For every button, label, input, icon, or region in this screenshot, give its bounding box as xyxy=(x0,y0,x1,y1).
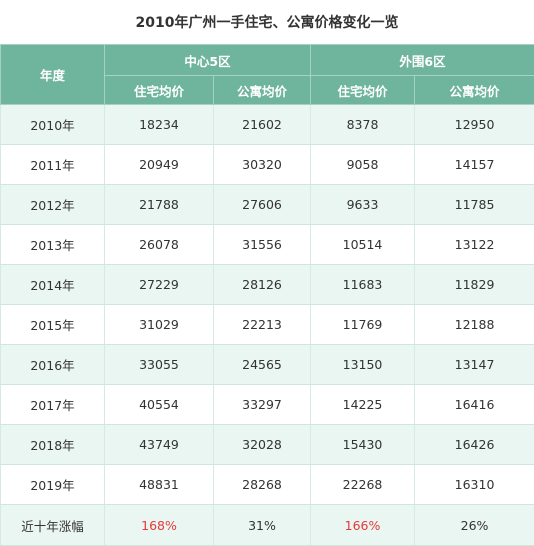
row-year: 2017年 xyxy=(1,385,105,425)
cell-value: 21788 xyxy=(105,185,214,225)
header-center-residential: 住宅均价 xyxy=(105,76,214,105)
cell-value: 14225 xyxy=(311,385,415,425)
row-year: 2016年 xyxy=(1,345,105,385)
cell-value: 15430 xyxy=(311,425,415,465)
cell-value: 9058 xyxy=(311,145,415,185)
row-year: 2010年 xyxy=(1,105,105,145)
cell-value: 43749 xyxy=(105,425,214,465)
table-row: 2017年 40554 33297 14225 16416 xyxy=(1,385,534,425)
cell-value: 8378 xyxy=(311,105,415,145)
header-outer-apartment: 公寓均价 xyxy=(415,76,534,105)
table-row: 2010年 18234 21602 8378 12950 xyxy=(1,105,534,145)
cell-value: 21602 xyxy=(214,105,311,145)
growth-value: 31% xyxy=(214,505,311,546)
cell-value: 32028 xyxy=(214,425,311,465)
header-outer-residential: 住宅均价 xyxy=(311,76,415,105)
growth-value-highlight: 168% xyxy=(105,505,214,546)
cell-value: 31556 xyxy=(214,225,311,265)
cell-value: 11785 xyxy=(415,185,534,225)
cell-value: 28268 xyxy=(214,465,311,505)
cell-value: 9633 xyxy=(311,185,415,225)
table-row: 2013年 26078 31556 10514 13122 xyxy=(1,225,534,265)
table-row: 2015年 31029 22213 11769 12188 xyxy=(1,305,534,345)
cell-value: 12188 xyxy=(415,305,534,345)
row-year: 2015年 xyxy=(1,305,105,345)
cell-value: 11829 xyxy=(415,265,534,305)
cell-value: 28126 xyxy=(214,265,311,305)
cell-value: 11683 xyxy=(311,265,415,305)
growth-value: 26% xyxy=(415,505,534,546)
cell-value: 16426 xyxy=(415,425,534,465)
cell-value: 22268 xyxy=(311,465,415,505)
table-row: 2019年 48831 28268 22268 16310 xyxy=(1,465,534,505)
row-year: 2019年 xyxy=(1,465,105,505)
cell-value: 31029 xyxy=(105,305,214,345)
cell-value: 12950 xyxy=(415,105,534,145)
header-center-apartment: 公寓均价 xyxy=(214,76,311,105)
row-year: 2011年 xyxy=(1,145,105,185)
cell-value: 20949 xyxy=(105,145,214,185)
table-row: 2018年 43749 32028 15430 16426 xyxy=(1,425,534,465)
cell-value: 40554 xyxy=(105,385,214,425)
table-row: 2014年 27229 28126 11683 11829 xyxy=(1,265,534,305)
cell-value: 27229 xyxy=(105,265,214,305)
row-year: 2013年 xyxy=(1,225,105,265)
cell-value: 30320 xyxy=(214,145,311,185)
growth-label: 近十年涨幅 xyxy=(1,505,105,546)
table-row: 2012年 21788 27606 9633 11785 xyxy=(1,185,534,225)
header-group-center: 中心5区 xyxy=(105,45,311,76)
cell-value: 22213 xyxy=(214,305,311,345)
cell-value: 26078 xyxy=(105,225,214,265)
table-row: 2011年 20949 30320 9058 14157 xyxy=(1,145,534,185)
cell-value: 13122 xyxy=(415,225,534,265)
cell-value: 24565 xyxy=(214,345,311,385)
price-table: 年度 中心5区 外围6区 住宅均价 公寓均价 住宅均价 公寓均价 2010年 1… xyxy=(0,44,534,546)
cell-value: 16310 xyxy=(415,465,534,505)
cell-value: 14157 xyxy=(415,145,534,185)
table-row: 2016年 33055 24565 13150 13147 xyxy=(1,345,534,385)
cell-value: 27606 xyxy=(214,185,311,225)
cell-value: 11769 xyxy=(311,305,415,345)
cell-value: 48831 xyxy=(105,465,214,505)
cell-value: 13147 xyxy=(415,345,534,385)
table-title: 2010年广州一手住宅、公寓价格变化一览 xyxy=(0,0,534,44)
cell-value: 33055 xyxy=(105,345,214,385)
growth-value-highlight: 166% xyxy=(311,505,415,546)
header-year: 年度 xyxy=(1,45,105,105)
cell-value: 33297 xyxy=(214,385,311,425)
table-row-growth: 近十年涨幅 168% 31% 166% 26% xyxy=(1,505,534,546)
header-group-outer: 外围6区 xyxy=(311,45,534,76)
cell-value: 16416 xyxy=(415,385,534,425)
row-year: 2014年 xyxy=(1,265,105,305)
cell-value: 18234 xyxy=(105,105,214,145)
row-year: 2018年 xyxy=(1,425,105,465)
cell-value: 13150 xyxy=(311,345,415,385)
cell-value: 10514 xyxy=(311,225,415,265)
row-year: 2012年 xyxy=(1,185,105,225)
